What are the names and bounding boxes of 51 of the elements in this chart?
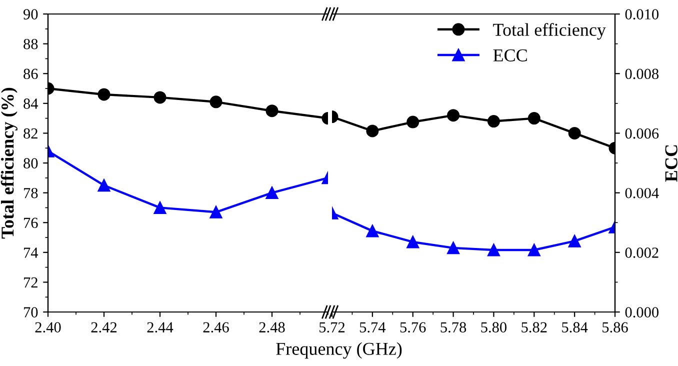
point: [210, 96, 222, 108]
point: [406, 116, 420, 128]
y2-axis-title: ECC: [665, 145, 678, 182]
point: [568, 126, 581, 140]
y-axis-title: Total efficiency (%): [0, 88, 18, 239]
x-tick-label: 5.86: [602, 322, 628, 333]
point: [406, 236, 420, 248]
point: [528, 112, 540, 125]
y-tick-label: 78: [24, 188, 38, 198]
point: [447, 109, 460, 122]
point: [447, 242, 460, 254]
x-tick-label: 5.78: [440, 322, 466, 333]
y-tick-label: 90: [23, 9, 38, 20]
x-axis-title: Frequency (GHz): [276, 342, 402, 359]
y2-tick-label: 0.008: [625, 68, 659, 80]
x-tick-label: 2.44: [147, 322, 174, 333]
x-tick-label: 5.72: [320, 322, 345, 333]
x-tick-label: 5.76: [400, 322, 426, 333]
x-tick-label: 5.84: [562, 322, 588, 333]
x-tick-label: 2.42: [91, 322, 117, 333]
y2-tick-label: 0.004: [625, 188, 659, 198]
legend-label: ECC: [493, 49, 527, 62]
x-tick-label: 5.80: [481, 322, 506, 333]
point: [366, 224, 379, 238]
y-tick-label: 74: [24, 248, 38, 258]
point: [210, 206, 222, 218]
legend-label: Total efficiency: [493, 23, 606, 40]
y-tick-label: 76: [24, 218, 38, 228]
x-tick-label: 2.46: [203, 322, 229, 333]
point: [154, 201, 166, 214]
y-tick-label: 84: [24, 98, 38, 109]
x-tick-label: 5.82: [522, 322, 547, 333]
x-tick-label: 5.74: [360, 322, 386, 333]
point: [487, 244, 500, 256]
y2-tick-label: 0.006: [625, 128, 659, 139]
y-tick-label: 88: [24, 38, 38, 50]
y2-tick-label: 0.000: [625, 307, 659, 318]
y-tick-label: 70: [24, 307, 38, 318]
y2-tick-label: 0.002: [625, 248, 658, 258]
y-tick-label: 86: [24, 68, 38, 80]
x-tick-label: 2.48: [259, 322, 285, 333]
y2-tick-label: 0.010: [625, 9, 659, 20]
point: [154, 91, 166, 104]
point: [487, 115, 500, 128]
y-tick-label: 80: [24, 158, 38, 168]
point: [528, 244, 540, 256]
y-tick-label: 82: [24, 128, 38, 139]
point: [366, 124, 379, 138]
y-tick-label: 72: [24, 277, 38, 288]
x-tick-label: 2.40: [35, 322, 61, 333]
point: [568, 234, 581, 248]
